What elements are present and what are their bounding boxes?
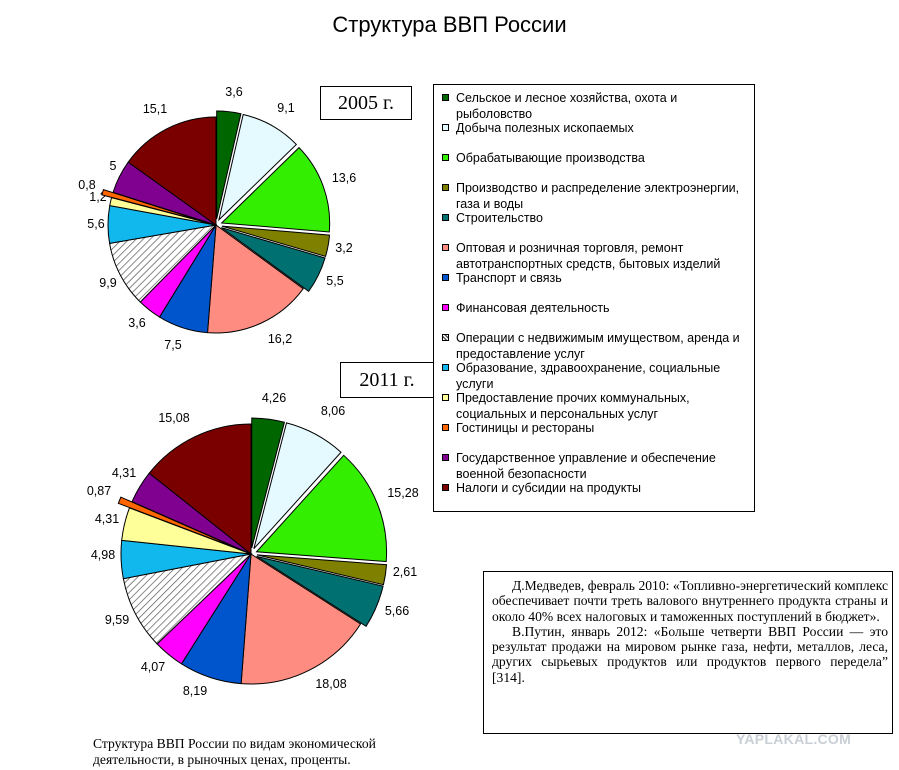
pie-slice-2011-2 [253, 422, 342, 550]
watermark-text: YAPLAKAL.COM [736, 731, 852, 747]
pie-label-2011-3: 15,28 [387, 486, 418, 500]
pie-label-2005-10: 5,6 [87, 217, 104, 231]
pie-label-2011-14: 15,08 [158, 411, 189, 425]
pie-label-2005-4: 3,2 [335, 241, 352, 255]
pie-slice-2011-4 [256, 554, 388, 586]
legend-label: Государственное управление и обеспечение… [456, 451, 716, 481]
pie-label-2005-13: 5 [110, 159, 117, 173]
pie-slice-2005-4 [221, 225, 331, 258]
pie-label-2005-5: 5,5 [326, 274, 343, 288]
legend-label: Производство и распределение электроэнер… [456, 181, 740, 211]
chart-title: Структура ВВП России [332, 12, 567, 37]
figure-caption: Структура ВВП России по видам экономичес… [93, 736, 376, 767]
pie-label-2011-4: 2,61 [393, 565, 417, 579]
pie-slice-2011-5 [256, 555, 384, 628]
year-label-2011: 2011 г. [340, 362, 434, 398]
legend-label: Финансовая деятельность [456, 301, 610, 315]
legend-swatch [442, 154, 449, 161]
legend-label: Оптовая и розничная торговля, ремонт авт… [456, 241, 721, 271]
pie-label-2005-8: 3,6 [128, 316, 145, 330]
quote-putin: В.Путин, январь 2012: «Больше четверти В… [492, 623, 888, 685]
pie-slice-2005-1 [216, 110, 242, 220]
pie-slice-2005-5 [221, 227, 326, 293]
pie-label-2011-11: 4,31 [95, 512, 119, 526]
legend-swatch [442, 244, 449, 251]
pie-slice-2005-14 [127, 116, 217, 226]
pie-chart-2011: 4,26 8,06 15,28 2,61 5,66 18,08 8,19 4,07 9,59 4,… [87, 391, 419, 698]
legend-swatch [442, 274, 449, 281]
legend-label: Строительство [456, 211, 543, 225]
pie-label-2005-12: 0,8 [78, 178, 95, 192]
pie-label-2005-2: 9,1 [277, 101, 294, 115]
pie-slice-2011-3 [255, 454, 388, 563]
legend-label: Добыча полезных ископаемых [456, 121, 634, 135]
legend-label: Гостиницы и рестораны [456, 421, 595, 435]
pie-slice-2011-14 [148, 423, 252, 556]
legend: Сельское и лесное хозяйства, охота и рыб… [433, 84, 755, 512]
legend-swatch [442, 364, 449, 371]
pie-label-2011-10: 4,98 [91, 548, 115, 562]
pie-label-2011-13: 4,31 [112, 466, 136, 480]
legend-label: Образование, здравоохранение, социальные… [456, 361, 721, 391]
pie-label-2005-14: 15,1 [143, 102, 167, 116]
pie-label-2005-1: 3,6 [225, 85, 242, 99]
legend-swatch [442, 424, 449, 431]
quote-medvedev: Д.Медведев, февраль 2010: «Топливно-энер… [492, 578, 888, 624]
legend-label: Транспорт и связь [456, 271, 562, 285]
legend-swatch [442, 394, 449, 401]
pie-label-2011-12: 0,87 [87, 484, 111, 498]
legend-swatch [442, 334, 449, 341]
pie-label-2011-6: 18,08 [315, 677, 346, 691]
pie-label-2011-7: 8,19 [183, 684, 207, 698]
legend-label: Обрабатывающие производства [456, 151, 645, 165]
pie-label-2005-7: 7,5 [164, 338, 181, 352]
legend-swatch [442, 124, 449, 131]
pie-label-2011-2: 8,06 [321, 404, 345, 418]
pie-slice-2011-12 [117, 496, 241, 550]
pie-label-2005-3: 13,6 [332, 171, 356, 185]
pie-label-2005-6: 16,2 [268, 332, 292, 346]
legend-swatch [442, 94, 449, 101]
pie-slice-2005-3 [220, 146, 331, 233]
pie-label-2011-8: 4,07 [141, 660, 165, 674]
pie-slice-2005-2 [218, 113, 298, 222]
legend-label: Операции с недвижимым имуществом, аренда… [456, 331, 740, 361]
pie-label-2011-9: 9,59 [105, 613, 129, 627]
legend-label: Сельское и лесное хозяйства, охота и рыб… [456, 91, 678, 121]
pie-slice-2011-1 [251, 417, 286, 549]
legend-swatch [442, 454, 449, 461]
legend-label: Налоги и субсидии на продукты [456, 481, 642, 495]
legend-swatch [442, 214, 449, 221]
pie-slice-2011-6 [240, 553, 362, 685]
legend-swatch [442, 184, 449, 191]
pie-chart-2005: 3,69,113,63,25,516,27,53,69,95,61,20,851… [78, 85, 356, 352]
pie-label-2011-1: 4,26 [262, 391, 286, 405]
pie-slice-2005-6 [206, 224, 304, 334]
legend-swatch [442, 304, 449, 311]
legend-swatch [442, 484, 449, 491]
pie-label-2011-5: 5,66 [385, 604, 409, 618]
pie-label-2005-9: 9,9 [99, 276, 116, 290]
quote-box: Д.Медведев, февраль 2010: «Топливно-энер… [483, 571, 893, 734]
year-label-2005: 2005 г. [320, 86, 412, 120]
legend-label: Предоставление прочих коммунальных, соци… [456, 391, 690, 421]
